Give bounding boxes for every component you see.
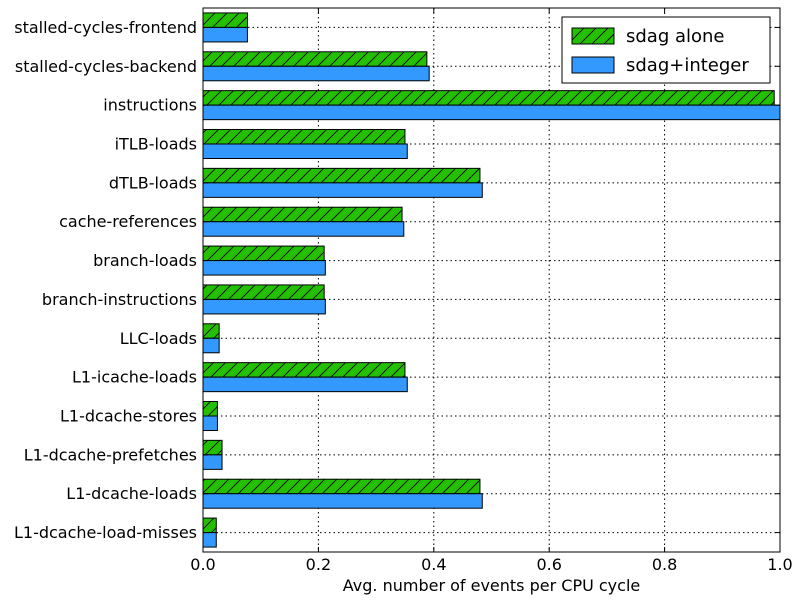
bar <box>202 260 326 276</box>
y-tick-label: LLC-loads <box>120 329 197 348</box>
bar <box>202 143 408 159</box>
y-tick-label: L1-dcache-loads <box>66 484 197 503</box>
bar <box>202 415 218 431</box>
legend-swatch <box>571 56 615 74</box>
x-tick-label: 0.6 <box>536 555 561 574</box>
bar <box>202 532 217 548</box>
bar <box>202 221 405 237</box>
y-tick-label: stalled-cycles-frontend <box>14 18 197 37</box>
bar-hatch <box>203 90 775 106</box>
bar <box>202 104 781 121</box>
bar <box>202 454 223 470</box>
y-tick-label: L1-dcache-prefetches <box>24 445 197 464</box>
x-axis-label: Avg. number of events per CPU cycle <box>343 576 640 595</box>
bar-hatch <box>203 479 480 494</box>
bar <box>202 298 326 315</box>
bar <box>202 337 220 354</box>
x-tick-label: 0.4 <box>421 555 446 574</box>
bar-hatch <box>203 440 223 455</box>
y-tick-label: cache-references <box>59 212 197 231</box>
y-tick-label: stalled-cycles-backend <box>15 57 197 76</box>
bars-layer <box>202 12 781 548</box>
y-tick-label: dTLB-loads <box>109 173 197 192</box>
y-tick-label: L1-dcache-load-misses <box>14 523 197 542</box>
bar-hatch <box>203 284 325 300</box>
y-tick-label: L1-dcache-stores <box>60 407 197 426</box>
legend-label: sdag alone <box>626 26 725 47</box>
y-tick-label: branch-instructions <box>42 290 197 309</box>
bar-hatch <box>203 129 405 144</box>
y-tick-label: L1-icache-loads <box>72 368 197 387</box>
y-tick-label: iTLB-loads <box>115 135 197 154</box>
legend: sdag alone sdag+integer <box>561 16 771 84</box>
x-tick-label: 0.0 <box>190 555 215 574</box>
bar-hatch <box>203 168 480 183</box>
legend-swatch-hatch <box>572 28 614 44</box>
bar-hatch <box>203 12 248 28</box>
bar-hatch <box>203 362 405 378</box>
bar-hatch <box>203 207 403 222</box>
grid-layer <box>202 8 781 552</box>
plot-frame <box>202 7 781 553</box>
x-tick-label: 0.8 <box>652 555 677 574</box>
bar-hatch <box>203 518 217 533</box>
bar <box>202 65 430 82</box>
bar-hatch <box>203 323 220 339</box>
bar-hatch <box>203 401 218 416</box>
bar <box>202 26 248 43</box>
x-tick-label: 1.0 <box>767 555 792 574</box>
bar-hatch <box>203 246 325 261</box>
bar <box>202 493 483 509</box>
legend-label: sdag+integer <box>626 55 749 76</box>
bar <box>202 182 483 198</box>
x-tick-label: 0.2 <box>306 555 331 574</box>
bar <box>202 376 408 393</box>
ticks-layer: 0.0 0.2 0.4 0.6 0.8 1.0 stalled-cycles-fronten… <box>14 8 793 574</box>
y-tick-label: branch-loads <box>93 251 197 270</box>
bar-hatch <box>203 51 427 67</box>
y-tick-label: instructions <box>103 96 197 115</box>
